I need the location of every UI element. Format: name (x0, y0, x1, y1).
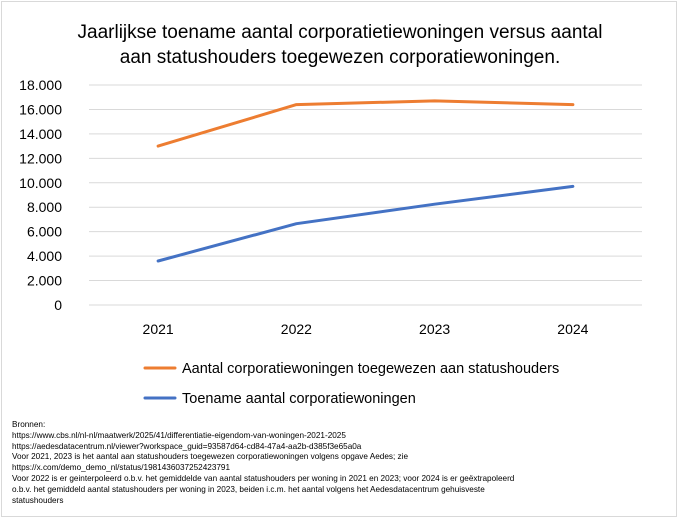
line-chart: Jaarlijkse toename aantal corporatietiew… (19, 22, 642, 407)
series-line-2 (156, 184, 575, 263)
gridlines (89, 84, 642, 306)
series-line-1 (156, 99, 575, 148)
x-axis-ticks: 2021 2022 2023 2024 (143, 321, 589, 337)
y-tick-label: 12.000 (19, 150, 62, 166)
source-line: Voor 2022 is er geinterpoleerd o.b.v. he… (12, 473, 515, 483)
chart-title-line-2: aan statushouders toegewezen corporatiew… (120, 47, 560, 68)
sources-note: Bronnen: https://www.cbs.nl/nl-nl/maatwer… (12, 420, 672, 506)
source-line: Bronnen: (12, 420, 46, 429)
y-tick-label: 14.000 (19, 126, 62, 142)
series-lines (156, 99, 575, 263)
x-tick-label: 2021 (143, 321, 174, 337)
y-tick-label: 0 (54, 297, 62, 313)
chart-title-line-1: Jaarlijkse toename aantal corporatietiew… (78, 22, 603, 43)
y-axis-ticks: 0 2.000 4.000 6.000 8.000 10.000 12.000 14.000 1… (19, 77, 62, 313)
y-tick-label: 8.000 (27, 199, 62, 215)
y-tick-label: 10.000 (19, 175, 62, 191)
legend: Aantal corporatiewoningen toegewezen aan… (143, 361, 559, 407)
source-line: statushouders (12, 495, 64, 505)
source-line: https://aedesdatacentrum.nl/viewer?works… (12, 441, 362, 451)
source-line: https://x.com/demo_demo_nl/status/198143… (12, 463, 231, 473)
x-tick-label: 2024 (557, 321, 588, 337)
legend-label-2: Toename aantal corporatiewoningen (182, 391, 416, 407)
y-tick-label: 2.000 (27, 273, 62, 289)
x-tick-label: 2022 (281, 321, 312, 337)
source-line: Voor 2021, 2023 is het aantal aan status… (12, 452, 409, 462)
y-tick-label: 4.000 (27, 248, 62, 264)
legend-label-1: Aantal corporatiewoningen toegewezen aan… (182, 361, 559, 377)
x-tick-label: 2023 (419, 321, 450, 337)
source-line: o.b.v. het gemiddeld aantal statushouder… (12, 484, 485, 494)
y-tick-label: 16.000 (19, 101, 62, 117)
source-line: https://www.cbs.nl/nl-nl/maatwerk/2025/4… (12, 430, 346, 440)
y-tick-label: 6.000 (27, 224, 62, 240)
y-tick-label: 18.000 (19, 77, 62, 93)
